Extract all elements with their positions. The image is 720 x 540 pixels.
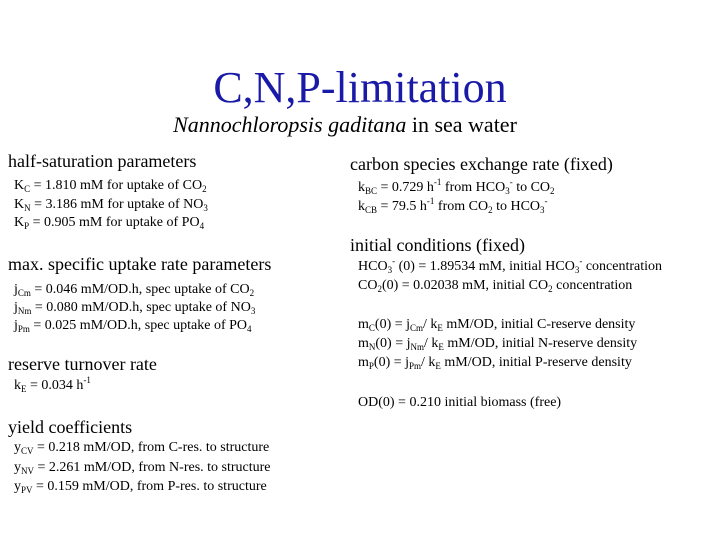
initial-line-co2: CO2(0) = 0.02038 mM, initial CO2 concent… bbox=[358, 278, 633, 294]
initial-conditions-heading: initial conditions (fixed) bbox=[350, 235, 525, 255]
param-line-jnm: jNm = 0.080 mM/OD.h, spec uptake of NO3 bbox=[14, 300, 256, 316]
param-line-ycv: yCV = 0.218 mM/OD, from C-res. to struct… bbox=[14, 440, 270, 456]
param-line-kp: KP = 0.905 mM for uptake of PO4 bbox=[14, 215, 205, 231]
subtitle-rest: in sea water bbox=[406, 112, 517, 137]
param-line-ynv: yNV = 2.261 mM/OD, from N-res. to struct… bbox=[14, 460, 271, 476]
param-line-jpm: jPm = 0.025 mM/OD.h, spec uptake of PO4 bbox=[14, 318, 252, 334]
param-line-kc: KC = 1.810 mM for uptake of CO2 bbox=[14, 178, 207, 194]
param-line-ypv: yPV = 0.159 mM/OD, from P-res. to struct… bbox=[14, 479, 267, 495]
initial-line-hco3: HCO3- (0) = 1.89534 mM, initial HCO3- co… bbox=[358, 256, 663, 275]
param-line-kcb: kCB = 79.5 h-1 from CO2 to HCO3- bbox=[358, 196, 548, 215]
yield-heading: yield coefficients bbox=[8, 417, 133, 437]
param-line-jcm: jCm = 0.046 mM/OD.h, spec uptake of CO2 bbox=[14, 282, 255, 298]
uptake-heading: max. specific uptake rate parameters bbox=[8, 254, 272, 274]
exchange-heading: carbon species exchange rate (fixed) bbox=[350, 154, 613, 174]
param-line-kn: KN = 3.186 mM for uptake of NO3 bbox=[14, 197, 208, 213]
slide-title: C,N,P-limitation bbox=[213, 63, 507, 112]
initial-line-mc: mC(0) = jCm/ kE mM/OD, initial C-reserve… bbox=[358, 317, 636, 333]
turnover-heading: reserve turnover rate bbox=[8, 354, 157, 374]
initial-line-mn: mN(0) = jNm/ kE mM/OD, initial N-reserve… bbox=[358, 336, 638, 352]
initial-line-od: OD(0) = 0.210 initial biomass (free) bbox=[358, 395, 562, 410]
param-line-kbc: kBC = 0.729 h-1 from HCO3- to CO2 bbox=[358, 177, 555, 196]
param-line-ke: kE = 0.034 h-1 bbox=[14, 375, 91, 394]
slide-subtitle: Nannochloropsis gaditana in sea water bbox=[0, 111, 690, 139]
half-saturation-heading: half-saturation parameters bbox=[8, 151, 197, 171]
species-name: Nannochloropsis gaditana bbox=[173, 112, 407, 137]
initial-line-mp: mP(0) = jPm/ kE mM/OD, initial P-reserve… bbox=[358, 355, 632, 371]
